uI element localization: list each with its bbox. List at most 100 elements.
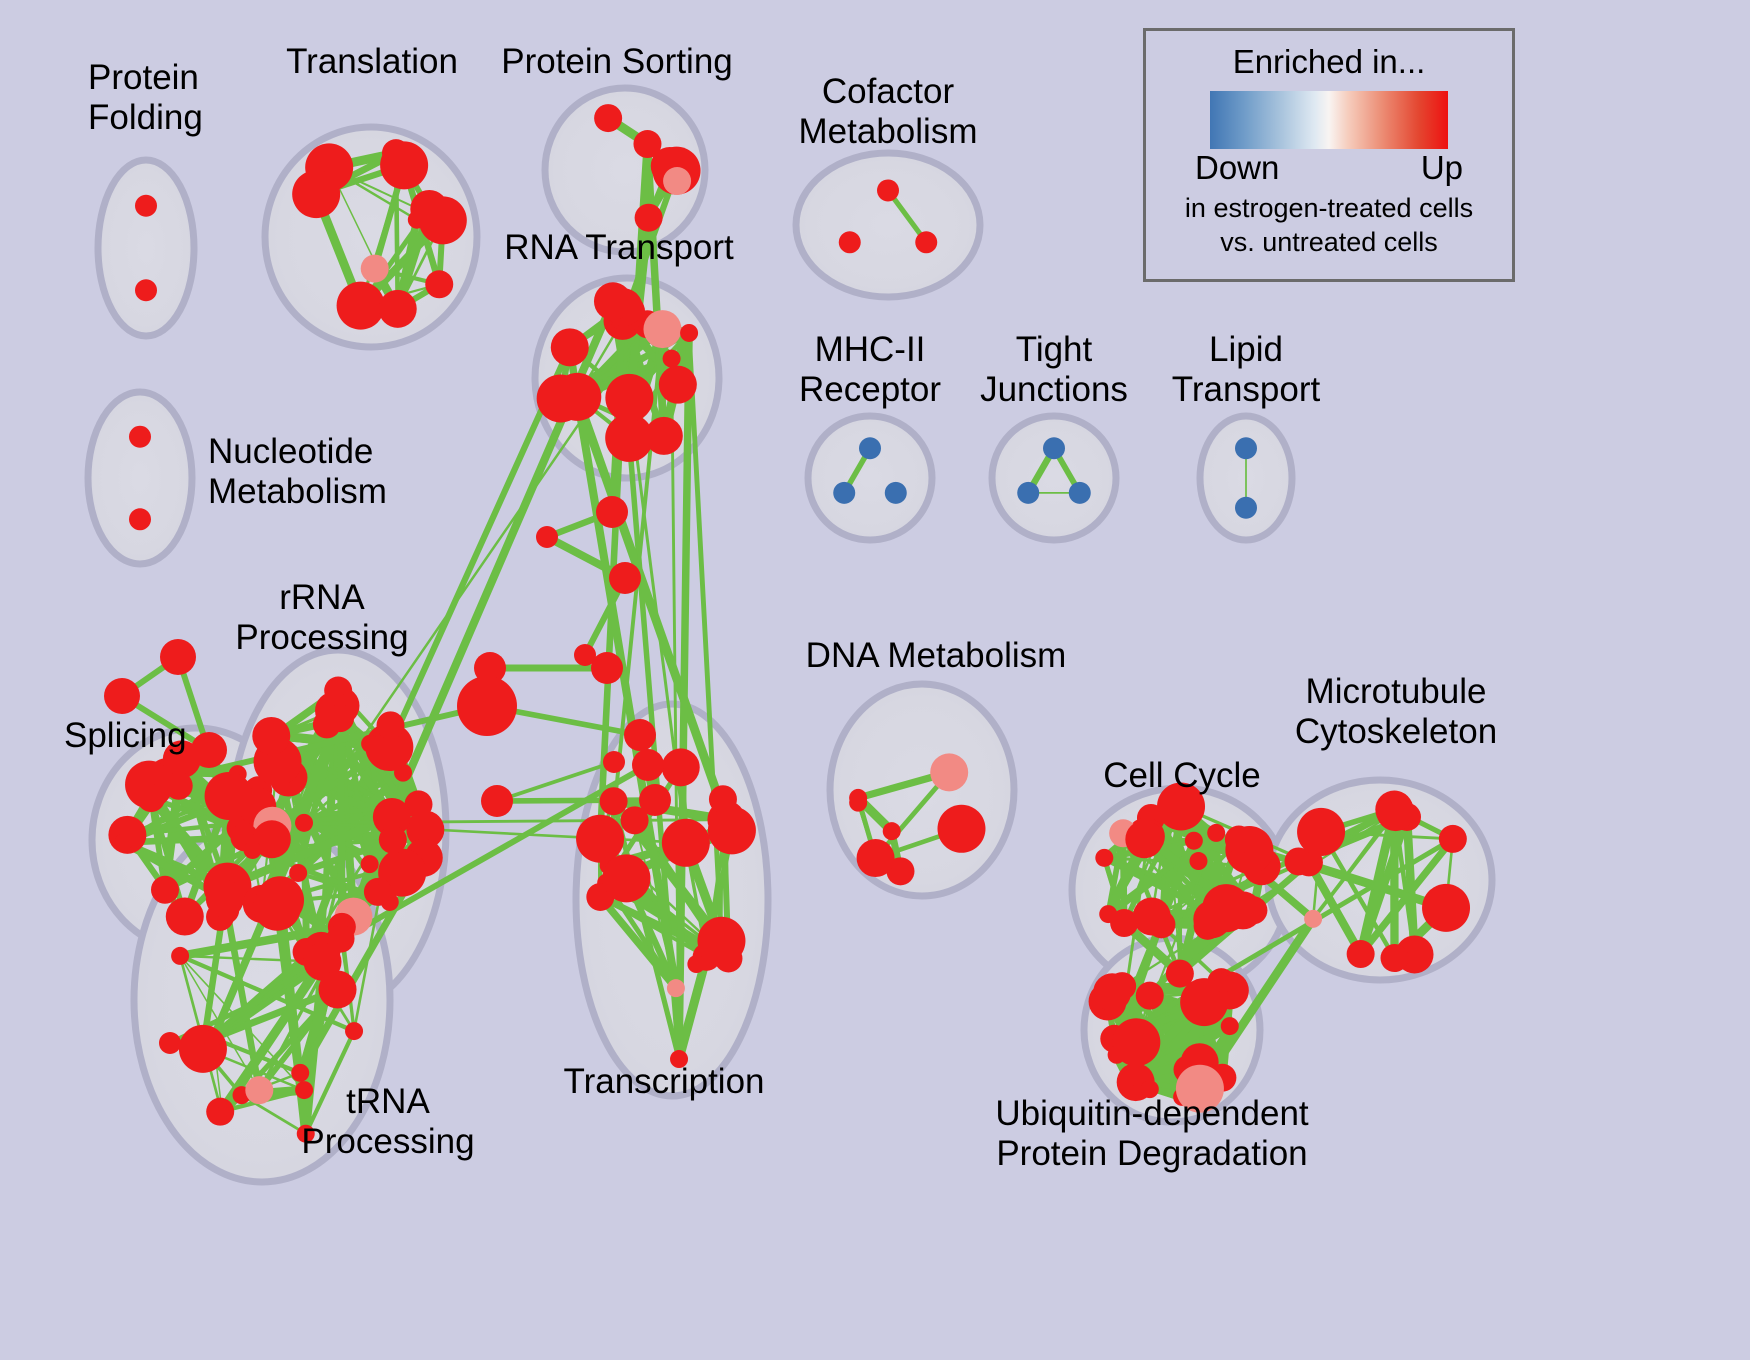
network-node[interactable]: [1119, 1068, 1138, 1087]
network-node[interactable]: [666, 979, 685, 998]
network-node[interactable]: [205, 879, 244, 918]
network-node[interactable]: [1135, 981, 1164, 1010]
network-node[interactable]: [1193, 900, 1232, 939]
network-node[interactable]: [1297, 807, 1346, 856]
network-node[interactable]: [1147, 910, 1176, 939]
network-node[interactable]: [114, 833, 133, 852]
network-node[interactable]: [856, 839, 895, 878]
network-node[interactable]: [877, 179, 899, 202]
network-node[interactable]: [680, 323, 699, 342]
network-node[interactable]: [937, 804, 986, 853]
network-node[interactable]: [687, 955, 706, 974]
network-node[interactable]: [550, 328, 589, 367]
network-node[interactable]: [884, 481, 907, 504]
network-node[interactable]: [1017, 481, 1040, 504]
network-node[interactable]: [1107, 1045, 1126, 1064]
network-node[interactable]: [1235, 437, 1257, 460]
network-node[interactable]: [593, 282, 632, 321]
network-node[interactable]: [1184, 831, 1203, 850]
network-node[interactable]: [603, 751, 625, 773]
network-node[interactable]: [363, 877, 392, 906]
network-node[interactable]: [1165, 959, 1194, 988]
network-node[interactable]: [1125, 820, 1164, 859]
network-node[interactable]: [1207, 823, 1226, 842]
network-node[interactable]: [1068, 481, 1091, 504]
network-node[interactable]: [1224, 825, 1253, 854]
network-node[interactable]: [915, 231, 938, 254]
network-node[interactable]: [457, 676, 517, 736]
network-node[interactable]: [360, 254, 389, 283]
network-node[interactable]: [663, 167, 692, 196]
network-node[interactable]: [378, 848, 427, 897]
network-node[interactable]: [644, 416, 683, 455]
network-node[interactable]: [670, 1050, 689, 1069]
network-node[interactable]: [697, 916, 746, 965]
network-node[interactable]: [404, 790, 433, 819]
network-node[interactable]: [292, 170, 341, 219]
network-node[interactable]: [838, 231, 861, 254]
network-node[interactable]: [609, 562, 641, 594]
network-node[interactable]: [378, 289, 417, 328]
network-node[interactable]: [661, 818, 710, 867]
network-node[interactable]: [372, 797, 411, 836]
network-node[interactable]: [1438, 824, 1467, 853]
network-node[interactable]: [291, 1063, 310, 1082]
network-node[interactable]: [295, 813, 314, 832]
network-node[interactable]: [481, 785, 513, 817]
network-node[interactable]: [1220, 1017, 1239, 1036]
network-node[interactable]: [289, 863, 308, 882]
network-node[interactable]: [596, 496, 628, 528]
network-node[interactable]: [137, 784, 166, 813]
network-node[interactable]: [574, 644, 596, 666]
network-node[interactable]: [1093, 973, 1132, 1012]
network-node[interactable]: [252, 716, 291, 755]
network-node[interactable]: [632, 749, 664, 781]
network-node[interactable]: [1140, 1080, 1159, 1099]
network-node[interactable]: [1346, 940, 1375, 969]
network-node[interactable]: [243, 840, 262, 859]
network-node[interactable]: [418, 196, 467, 245]
network-node[interactable]: [318, 970, 357, 1009]
network-node[interactable]: [365, 723, 414, 772]
network-node[interactable]: [605, 413, 654, 462]
network-node[interactable]: [1214, 974, 1233, 993]
network-node[interactable]: [213, 1106, 232, 1125]
network-node[interactable]: [171, 946, 190, 965]
network-node[interactable]: [639, 784, 671, 816]
network-node[interactable]: [662, 349, 681, 368]
network-node[interactable]: [1095, 848, 1114, 867]
network-node[interactable]: [204, 771, 253, 820]
network-node[interactable]: [160, 639, 196, 675]
network-node[interactable]: [1043, 437, 1065, 460]
network-node[interactable]: [930, 753, 969, 792]
network-node[interactable]: [620, 806, 649, 835]
network-node[interactable]: [296, 1124, 315, 1143]
network-node[interactable]: [407, 210, 426, 229]
network-node[interactable]: [1304, 909, 1323, 928]
network-node[interactable]: [708, 785, 737, 814]
network-node[interactable]: [129, 425, 151, 448]
network-node[interactable]: [594, 104, 623, 133]
network-node[interactable]: [859, 437, 881, 460]
network-node[interactable]: [381, 139, 410, 168]
network-node[interactable]: [159, 1032, 181, 1054]
network-node[interactable]: [633, 130, 662, 159]
network-node[interactable]: [326, 924, 355, 953]
network-node[interactable]: [599, 787, 628, 816]
network-node[interactable]: [1376, 793, 1415, 832]
network-node[interactable]: [361, 734, 380, 753]
network-node[interactable]: [624, 719, 656, 751]
network-node[interactable]: [1380, 944, 1409, 973]
network-node[interactable]: [164, 771, 193, 800]
network-node[interactable]: [605, 373, 654, 422]
network-node[interactable]: [378, 825, 407, 854]
network-node[interactable]: [295, 1081, 314, 1100]
network-node[interactable]: [204, 1029, 223, 1048]
network-node[interactable]: [1180, 978, 1229, 1027]
network-node[interactable]: [882, 822, 901, 841]
network-node[interactable]: [658, 365, 697, 404]
network-node[interactable]: [104, 678, 140, 714]
network-node[interactable]: [1175, 1064, 1224, 1113]
network-node[interactable]: [360, 855, 379, 874]
network-node[interactable]: [536, 526, 558, 548]
